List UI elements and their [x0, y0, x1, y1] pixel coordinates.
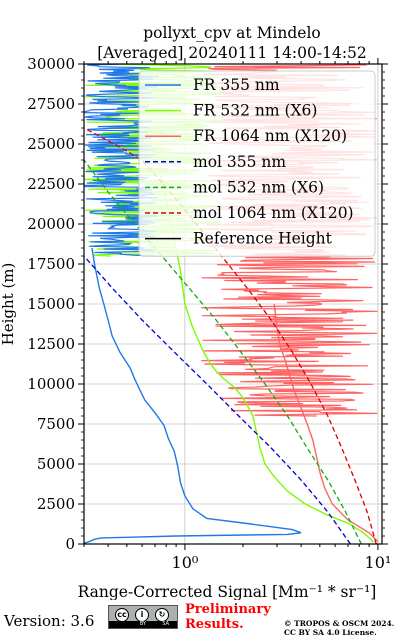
y-tick-label: 0	[65, 535, 75, 553]
y-tick-label: 15000	[27, 295, 75, 313]
title-line-2: [Averaged] 20240111 14:00-14:52	[97, 44, 367, 62]
y-tick-label: 30000	[27, 55, 75, 73]
preliminary-line-1: Preliminary	[185, 602, 271, 617]
y-tick-label: 2500	[37, 495, 75, 513]
cc-by-sa-icon: cc i ↻ BY SA	[108, 605, 178, 629]
y-tick-label: 12500	[27, 335, 75, 353]
by-person-icon: i	[135, 608, 149, 622]
legend-label-2: FR 1064 nm (X120)	[193, 127, 347, 145]
series-line-2	[273, 303, 379, 543]
y-axis-label: Height (m)	[0, 263, 17, 346]
x-axis-label: Range-Corrected Signal [Mm⁻¹ * sr⁻¹]	[78, 583, 377, 600]
axes: 0 2500 5000 7500 10000 12500 15000 17500 20000 22…	[0, 55, 391, 600]
legend-label-3: mol 355 nm	[193, 153, 286, 171]
noise-trace-0	[84, 64, 160, 257]
copyright-line-1: © TROPOS & OSCM 2024.	[284, 619, 395, 628]
y-tick-label: 7500	[37, 415, 75, 433]
x-tick-label: 10¹	[365, 553, 392, 572]
y-tick-label: 27500	[27, 95, 75, 113]
sa-label: SA	[162, 621, 170, 627]
chart-title: pollyxt_cpv at Mindelo [Averaged] 2024011…	[97, 24, 367, 62]
legend-label-4: mol 532 nm (X6)	[193, 178, 324, 196]
preliminary-note: Preliminary Results.	[185, 602, 271, 632]
y-tick-label: 22500	[27, 175, 75, 193]
copyright-line-2: CC BY SA 4.0 License.	[284, 628, 377, 637]
series-line-0	[84, 247, 302, 544]
legend: FR 355 nm FR 532 nm (X6) FR 1064 nm (X120)…	[138, 70, 376, 257]
y-tick-label: 20000	[27, 215, 75, 233]
y-tick-label: 17500	[27, 255, 75, 273]
legend-label-5: mol 1064 nm (X120)	[193, 204, 354, 222]
footer: Version: 3.6 cc i ↻ BY SA Preliminary Re…	[0, 600, 400, 640]
x-axis-units: [Mm⁻¹ * sr⁻¹]	[272, 583, 376, 600]
preliminary-line-2: Results.	[185, 617, 244, 632]
title-line-1: pollyxt_cpv at Mindelo	[143, 24, 321, 42]
lidar-profile-chart: 0 2500 5000 7500 10000 12500 15000 17500 20000 22…	[0, 24, 391, 600]
y-tick-label: 25000	[27, 135, 75, 153]
legend-box	[138, 70, 376, 257]
legend-label-6: Reference Height	[193, 230, 333, 248]
legend-label-1: FR 532 nm (X6)	[193, 102, 317, 120]
cc-circle-icon: cc	[115, 608, 129, 622]
copyright-note: © TROPOS & OSCM 2024. CC BY SA 4.0 Licen…	[284, 619, 394, 637]
y-tick-label: 5000	[37, 455, 75, 473]
sa-share-icon: ↻	[155, 608, 169, 622]
version-label: Version: 3.6	[4, 612, 95, 630]
legend-label-0: FR 355 nm	[193, 76, 280, 94]
y-tick-label: 10000	[27, 375, 75, 393]
x-tick-label: 10⁰	[172, 553, 199, 572]
series-line-4	[84, 159, 362, 544]
series-line-3	[84, 255, 351, 544]
by-label: BY	[139, 621, 147, 627]
